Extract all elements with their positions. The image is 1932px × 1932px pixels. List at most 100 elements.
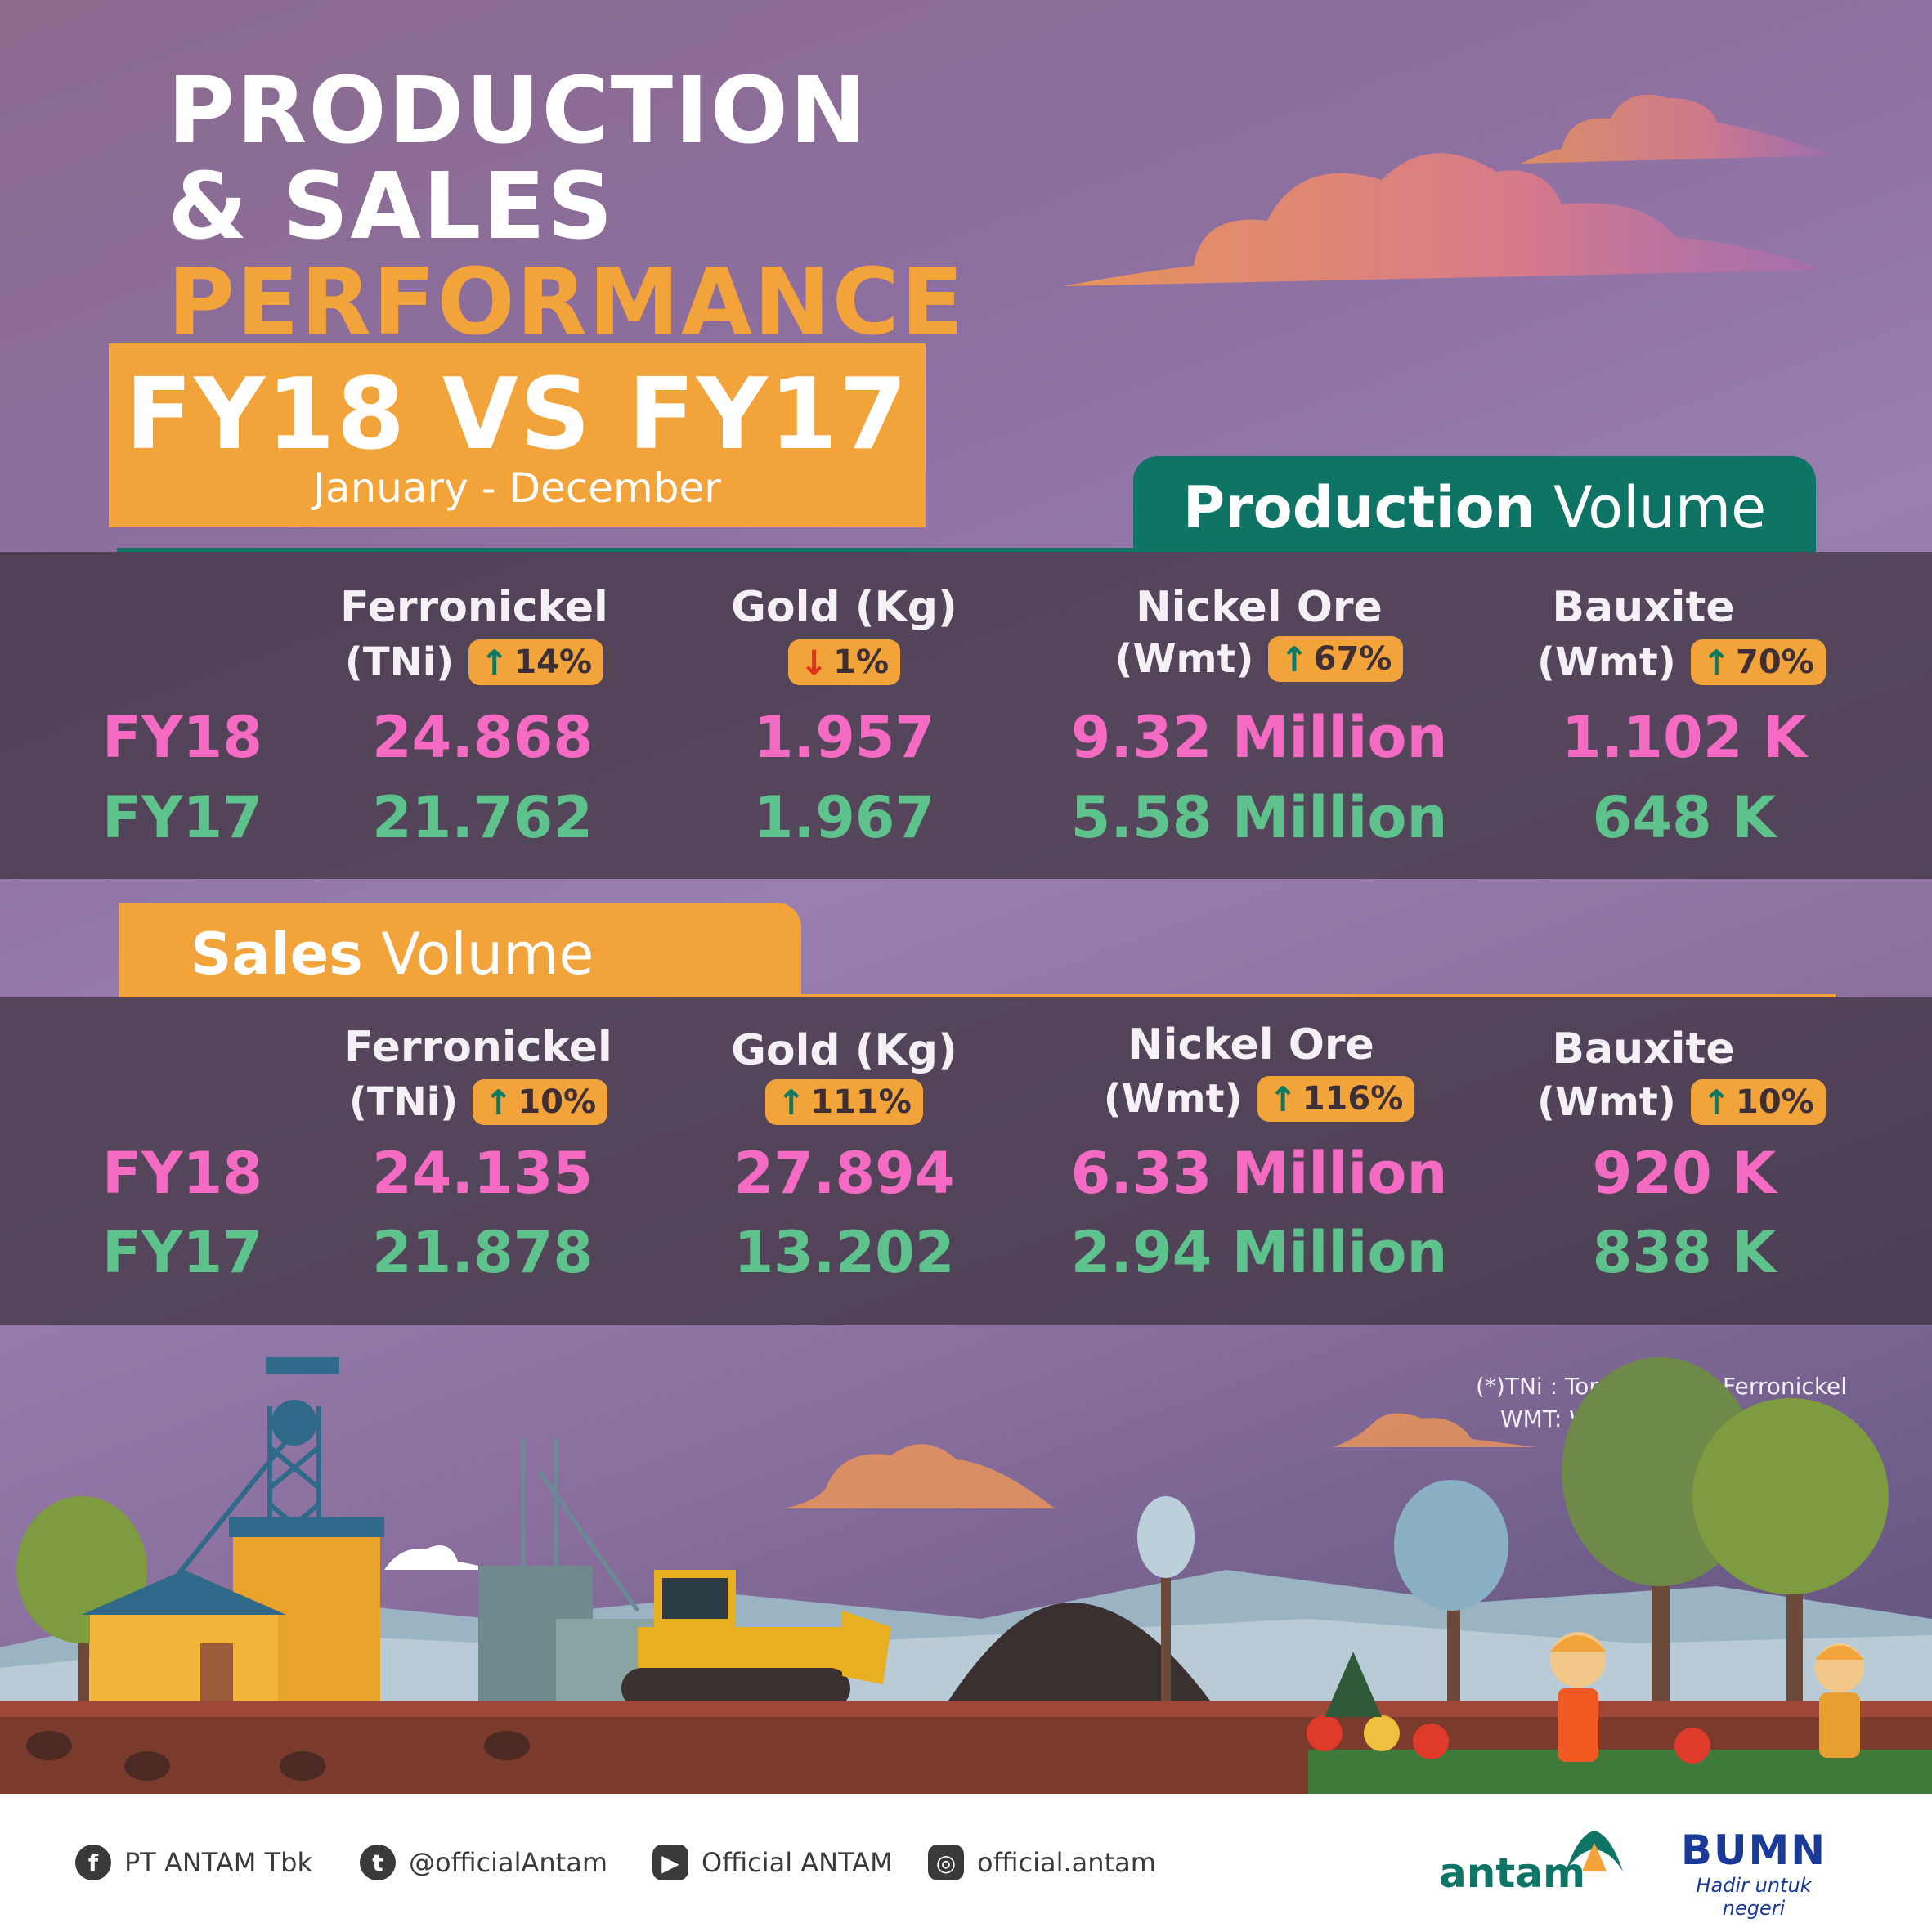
sales-col-nickel-ore-name: Nickel Ore <box>1127 1020 1374 1069</box>
footer-twitter[interactable]: t @officialAntam <box>360 1845 607 1880</box>
twitter-icon: t <box>360 1845 396 1880</box>
sales-col-nickel-ore-unit-row: (Wmt) ↑ 116% <box>1063 1074 1455 1123</box>
youtube-icon: ▶ <box>652 1845 688 1880</box>
sales-col-ferronickel-name: Ferronickel <box>344 1023 612 1072</box>
sales-nickel-ore-change: 116% <box>1302 1080 1404 1118</box>
mining-landscape-illustration <box>0 1357 1932 1794</box>
sales-col-ferronickel-unit-row: (TNi) ↑ 10% <box>311 1078 646 1127</box>
sales-col-bauxite-unit-row: (Wmt) ↑ 10% <box>1537 1078 1831 1127</box>
sales-col-ferronickel-unit: (TNi) <box>348 1079 459 1125</box>
sales-ferronickel-change-badge: ↑ 10% <box>473 1079 608 1125</box>
production-divider <box>117 548 1816 552</box>
bumn-logo-text: BUMN <box>1680 1827 1827 1874</box>
period-subtitle: January - December <box>313 464 721 512</box>
production-col-bauxite-name: Bauxite <box>1552 583 1735 632</box>
sales-gold-change-badge: ↑ 111% <box>765 1079 923 1125</box>
arrow-up-icon: ↑ <box>1280 639 1309 679</box>
sales-bauxite-change: 10% <box>1735 1083 1814 1121</box>
title-line-2: & SALES <box>168 154 615 260</box>
production-col-bauxite-unit-row: (Wmt) ↑ 70% <box>1537 638 1831 687</box>
sales-table <box>0 997 1932 1325</box>
production-bauxite-change: 70% <box>1735 643 1814 681</box>
production-nickel-ore-fy17: 5.58 Million <box>1070 784 1448 851</box>
production-gold-fy17: 1.967 <box>753 784 935 851</box>
sales-nickel-ore-fy17: 2.94 Million <box>1070 1219 1448 1286</box>
instagram-icon: ◎ <box>928 1845 964 1880</box>
facebook-icon: f <box>75 1845 111 1880</box>
sales-tab-bold: Sales <box>191 921 363 988</box>
footer-instagram[interactable]: ◎ official.antam <box>928 1845 1156 1880</box>
production-tab: Production Volume <box>1133 456 1816 551</box>
production-bauxite-fy18: 1.102 K <box>1561 704 1808 771</box>
production-col-nickel-ore-unit: (Wmt) <box>1114 636 1254 682</box>
cloud-illustration <box>1063 94 1831 286</box>
footer: f PT ANTAM Tbk t @officialAntam ▶ Offici… <box>0 1794 1932 1932</box>
production-ferronickel-change: 14% <box>513 643 593 681</box>
arrow-down-icon: ↓ <box>799 642 829 683</box>
production-gold-fy18: 1.957 <box>753 704 935 771</box>
sales-ferronickel-fy18: 24.135 <box>371 1140 594 1207</box>
arrow-up-icon: ↑ <box>1268 1078 1298 1119</box>
sales-nickel-ore-fy18: 6.33 Million <box>1070 1140 1448 1207</box>
sales-tab: Sales Volume <box>119 903 801 997</box>
arrow-up-icon: ↑ <box>1701 1082 1731 1123</box>
production-ferronickel-change-badge: ↑ 14% <box>468 639 604 685</box>
title-line-1: PRODUCTION <box>168 58 868 164</box>
production-row-label-fy17: FY17 <box>102 784 262 851</box>
production-nickel-ore-change: 67% <box>1313 640 1392 678</box>
production-table <box>0 552 1932 879</box>
sales-bauxite-fy17: 838 K <box>1592 1219 1777 1286</box>
production-col-ferronickel-unit-row: (TNi) ↑ 14% <box>311 638 638 687</box>
sales-col-gold-name: Gold (Kg) <box>731 1026 957 1075</box>
bumn-logo: BUMN Hadir untuk negeri <box>1668 1827 1840 1920</box>
production-nickel-ore-change-badge: ↑ 67% <box>1268 636 1404 682</box>
production-col-gold-unit-row: ↓ 1% <box>687 638 1002 687</box>
sales-col-bauxite-unit: (Wmt) <box>1537 1079 1676 1125</box>
footer-youtube[interactable]: ▶ Official ANTAM <box>652 1845 893 1880</box>
production-col-nickel-ore-unit-row: (Wmt) ↑ 67% <box>1063 634 1455 684</box>
footer-youtube-label: Official ANTAM <box>702 1847 893 1878</box>
footer-facebook[interactable]: f PT ANTAM Tbk <box>75 1845 312 1880</box>
production-ferronickel-fy18: 24.868 <box>371 704 594 771</box>
footer-twitter-label: @officialAntam <box>409 1847 607 1878</box>
production-col-nickel-ore-name: Nickel Ore <box>1136 583 1383 632</box>
sales-col-gold-unit-row: ↑ 111% <box>687 1078 1002 1127</box>
sales-bauxite-change-badge: ↑ 10% <box>1690 1079 1826 1125</box>
production-nickel-ore-fy18: 9.32 Million <box>1070 704 1448 771</box>
arrow-up-icon: ↑ <box>484 1082 513 1123</box>
production-col-gold-name: Gold (Kg) <box>731 583 957 632</box>
sales-col-bauxite-name: Bauxite <box>1552 1024 1735 1074</box>
sales-tab-light: Volume <box>381 921 594 988</box>
production-tab-bold: Production <box>1182 474 1535 541</box>
bumn-tagline: Hadir untuk negeri <box>1696 1874 1812 1920</box>
sales-gold-fy18: 27.894 <box>733 1140 955 1207</box>
sales-ferronickel-fy17: 21.878 <box>371 1219 594 1286</box>
antam-logo-mark <box>1566 1831 1623 1871</box>
sales-divider <box>119 994 1836 997</box>
sales-gold-fy17: 13.202 <box>733 1219 955 1286</box>
arrow-up-icon: ↑ <box>1701 642 1731 683</box>
sales-nickel-ore-change-badge: ↑ 116% <box>1257 1076 1415 1122</box>
production-gold-change-badge: ↓ 1% <box>787 639 901 685</box>
production-col-ferronickel-name: Ferronickel <box>340 583 608 632</box>
production-bauxite-change-badge: ↑ 70% <box>1690 639 1826 685</box>
period-box: FY18 VS FY17 January - December <box>109 343 926 527</box>
title-line-3: PERFORMANCE <box>168 249 966 356</box>
sales-row-label-fy17: FY17 <box>102 1219 262 1286</box>
sales-row-label-fy18: FY18 <box>102 1140 262 1207</box>
sales-ferronickel-change: 10% <box>518 1083 597 1121</box>
sales-col-nickel-ore-unit: (Wmt) <box>1103 1076 1243 1122</box>
production-col-bauxite-unit: (Wmt) <box>1537 639 1676 685</box>
period-title: FY18 VS FY17 <box>125 358 909 472</box>
footer-instagram-label: official.antam <box>977 1847 1156 1878</box>
production-col-ferronickel-unit: (TNi) <box>344 639 455 685</box>
sales-bauxite-fy18: 920 K <box>1592 1140 1777 1207</box>
sales-gold-change: 111% <box>810 1083 912 1121</box>
production-ferronickel-fy17: 21.762 <box>371 784 594 851</box>
antam-logo: antam <box>1439 1827 1627 1908</box>
production-bauxite-fy17: 648 K <box>1592 784 1777 851</box>
antam-logo-text: antam <box>1439 1849 1586 1897</box>
arrow-up-icon: ↑ <box>480 642 509 683</box>
production-tab-light: Volume <box>1553 474 1767 541</box>
